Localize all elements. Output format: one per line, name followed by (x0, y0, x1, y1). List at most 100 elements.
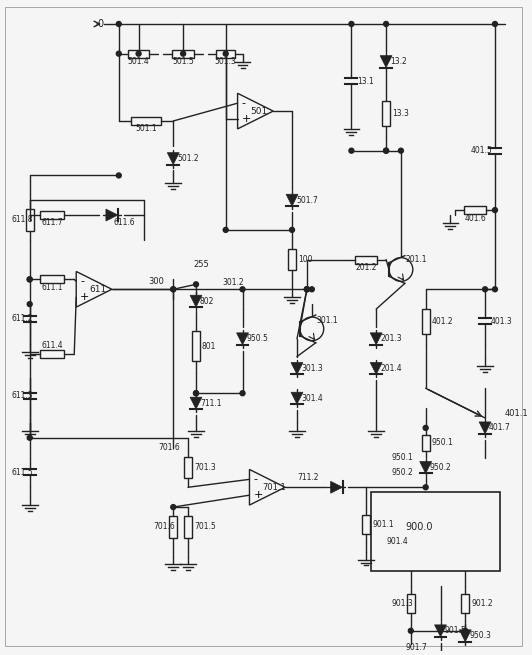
Text: 201.2: 201.2 (355, 263, 377, 272)
Circle shape (423, 485, 428, 490)
Bar (169, 516, 177, 538)
Text: 401.1: 401.1 (505, 409, 528, 417)
Text: 611.7: 611.7 (41, 219, 63, 227)
Text: +: + (253, 490, 263, 500)
Text: 711.2: 711.2 (297, 473, 319, 482)
Bar (362, 515, 370, 534)
Bar (371, 492, 500, 571)
Text: 801: 801 (202, 342, 217, 350)
Bar (422, 309, 430, 333)
Polygon shape (190, 397, 202, 409)
Text: 950.2: 950.2 (430, 463, 451, 472)
Text: 401.6: 401.6 (464, 214, 486, 223)
Text: 501: 501 (251, 107, 268, 115)
Bar (40, 275, 64, 284)
Bar (464, 206, 486, 214)
Text: 201.1: 201.1 (406, 255, 427, 264)
Text: 401.7: 401.7 (489, 423, 511, 432)
Bar (355, 255, 377, 263)
Text: 0: 0 (97, 19, 103, 29)
Circle shape (171, 504, 176, 510)
Circle shape (27, 436, 32, 440)
Text: 950.3: 950.3 (469, 631, 491, 640)
Text: 301.2: 301.2 (223, 278, 244, 287)
Text: 701.5: 701.5 (194, 523, 216, 531)
Circle shape (27, 277, 32, 282)
Circle shape (493, 287, 497, 291)
Polygon shape (420, 462, 431, 474)
Circle shape (349, 148, 354, 153)
Text: 501.3: 501.3 (214, 57, 236, 66)
Polygon shape (380, 56, 392, 67)
Text: 301.3: 301.3 (301, 364, 323, 373)
Bar (40, 350, 64, 358)
Polygon shape (291, 362, 303, 375)
Text: -: - (253, 474, 257, 484)
Text: 611.8: 611.8 (12, 215, 34, 225)
Circle shape (27, 277, 32, 282)
Circle shape (463, 628, 468, 633)
Circle shape (304, 287, 309, 291)
Text: 901.5: 901.5 (444, 626, 466, 635)
Text: 301.4: 301.4 (301, 394, 323, 403)
Text: 501.5: 501.5 (172, 57, 194, 66)
Circle shape (304, 287, 309, 291)
Polygon shape (435, 625, 446, 637)
Circle shape (171, 287, 176, 291)
Circle shape (240, 391, 245, 396)
Bar (184, 457, 192, 478)
Polygon shape (331, 481, 343, 493)
Circle shape (409, 628, 413, 633)
Circle shape (171, 287, 176, 291)
Bar (26, 209, 34, 231)
Text: 13.2: 13.2 (390, 57, 407, 66)
Text: 901.3: 901.3 (391, 599, 413, 608)
Text: 501.2: 501.2 (177, 154, 199, 163)
Text: 611: 611 (89, 285, 106, 294)
Text: 201.3: 201.3 (380, 334, 402, 343)
Polygon shape (190, 295, 202, 307)
Circle shape (289, 227, 295, 233)
Polygon shape (479, 422, 491, 434)
Circle shape (194, 391, 198, 396)
Text: +: + (242, 114, 251, 124)
Bar (215, 50, 235, 58)
Text: 13.3: 13.3 (392, 109, 409, 118)
Circle shape (117, 51, 121, 56)
Text: 950.1: 950.1 (391, 453, 413, 462)
Text: 901.1: 901.1 (372, 520, 394, 529)
Bar (40, 211, 64, 219)
Text: -: - (80, 276, 84, 286)
Circle shape (493, 208, 497, 213)
Bar (407, 594, 415, 613)
Text: 301.1: 301.1 (317, 316, 338, 326)
Circle shape (384, 22, 388, 26)
Circle shape (493, 22, 497, 26)
Text: 611.2: 611.2 (12, 314, 34, 324)
Circle shape (398, 148, 403, 153)
Circle shape (117, 173, 121, 178)
Text: 100: 100 (298, 255, 312, 264)
Text: 950.5: 950.5 (246, 334, 268, 343)
Text: 711.1: 711.1 (200, 399, 221, 407)
Text: 13.1: 13.1 (358, 77, 374, 86)
Polygon shape (286, 195, 298, 206)
Text: 950.1: 950.1 (431, 438, 453, 447)
Circle shape (309, 287, 314, 291)
Circle shape (483, 287, 487, 291)
Text: 501.1: 501.1 (135, 124, 157, 134)
Text: 501.7: 501.7 (296, 196, 318, 205)
Text: 950.2: 950.2 (391, 468, 413, 477)
Text: 701.1: 701.1 (262, 483, 286, 492)
Text: 802: 802 (200, 297, 214, 306)
Bar (382, 102, 390, 126)
Text: 901.7: 901.7 (406, 643, 428, 652)
Text: 300: 300 (148, 277, 164, 286)
Polygon shape (167, 153, 179, 164)
Circle shape (423, 425, 428, 430)
Text: 611.1: 611.1 (41, 283, 63, 292)
Text: 901.4: 901.4 (386, 537, 408, 546)
Circle shape (349, 22, 354, 26)
Polygon shape (106, 209, 118, 221)
Bar (422, 434, 430, 451)
